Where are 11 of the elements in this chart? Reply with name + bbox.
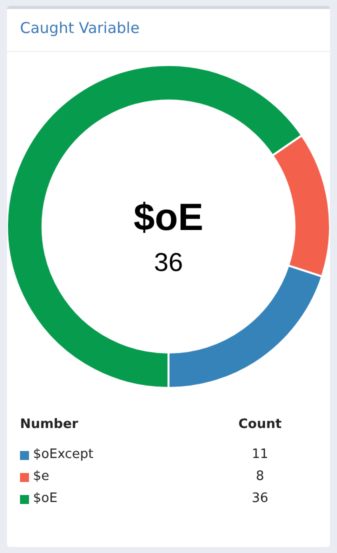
text: $oE (134, 197, 204, 239)
legend-label: $oExcept (33, 447, 94, 462)
legend-label: $e (33, 469, 50, 484)
text: Count (237, 417, 283, 432)
data-label: 8 (254, 469, 266, 484)
text: 36 (250, 491, 270, 506)
legend-label: $oE (33, 491, 58, 506)
data-label: 11 (250, 447, 270, 462)
data-label: 36 (154, 247, 183, 277)
text: Number (20, 417, 78, 432)
chart-title: Caught Variable (20, 19, 140, 37)
